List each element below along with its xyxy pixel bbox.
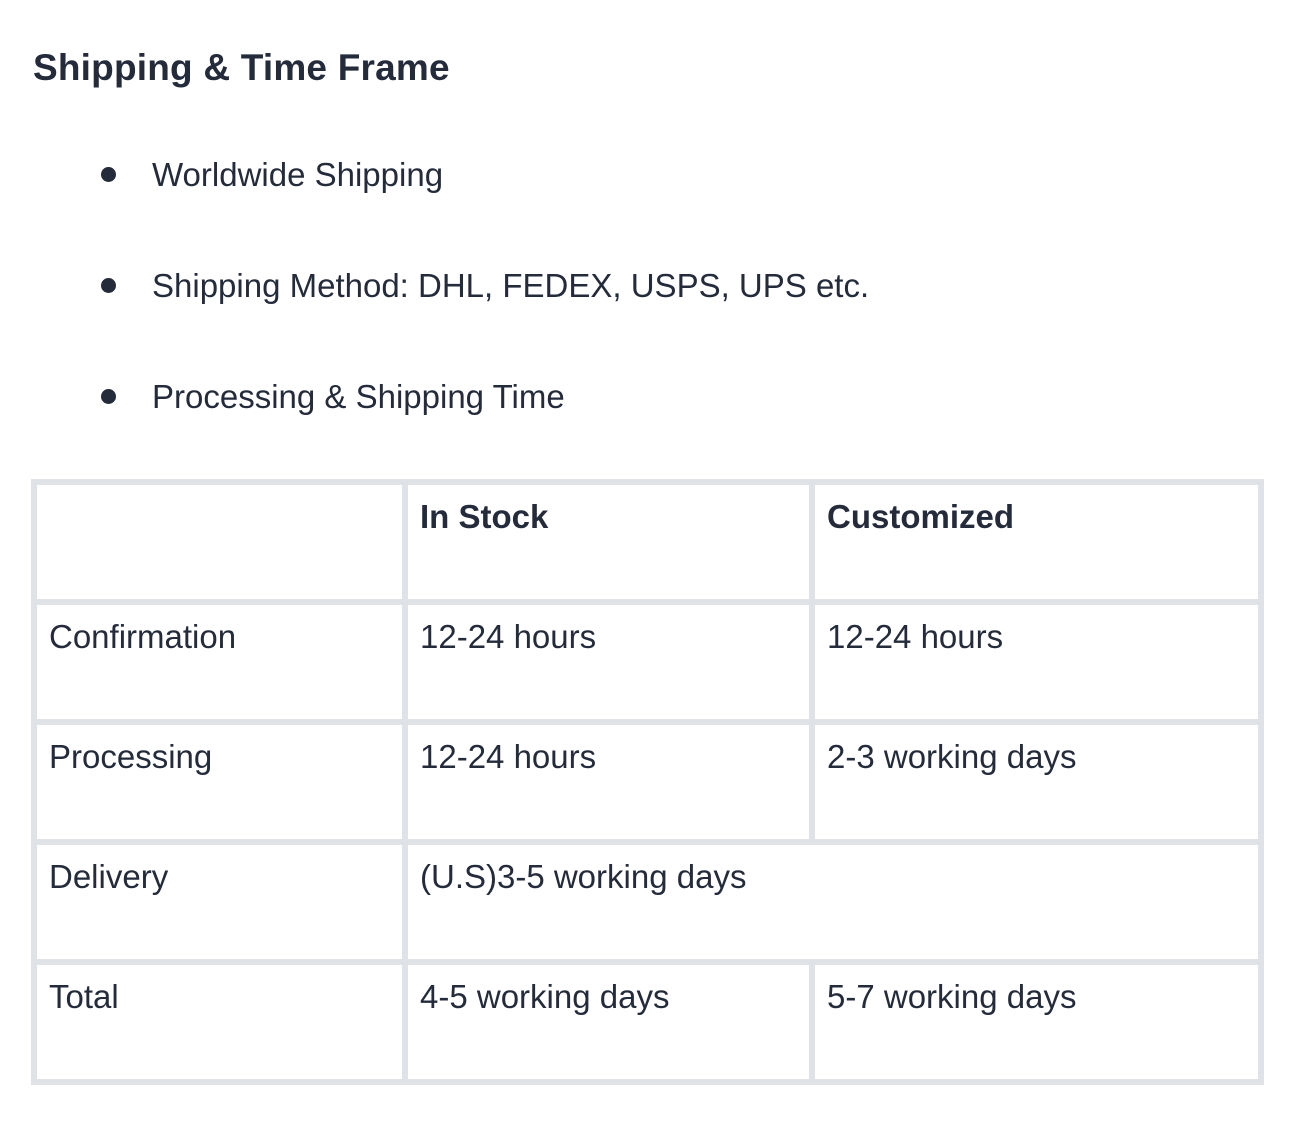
confirmation-in-stock-cell: 12-24 hours	[402, 599, 815, 726]
header-cell-in-stock: In Stock	[402, 479, 815, 606]
table-row-confirmation: Confirmation 12-24 hours 12-24 hours	[31, 599, 1264, 726]
delivery-combined-cell: (U.S)3-5 working days	[402, 839, 1264, 966]
header-cell-customized: Customized	[809, 479, 1264, 606]
delivery-label-cell: Delivery	[31, 839, 408, 966]
table-row-total: Total 4-5 working days 5-7 working days	[31, 959, 1264, 1086]
shipping-bullet-list: Worldwide Shipping Shipping Method: DHL,…	[0, 154, 1290, 417]
table-row-delivery: Delivery (U.S)3-5 working days	[31, 839, 1264, 966]
table-row-processing: Processing 12-24 hours 2-3 working days	[31, 719, 1264, 846]
bullet-shipping-method: Shipping Method: DHL, FEDEX, USPS, UPS e…	[0, 265, 1290, 306]
header-cell-empty	[31, 479, 408, 606]
total-customized-cell: 5-7 working days	[809, 959, 1264, 1086]
bullet-processing-shipping-time: Processing & Shipping Time	[0, 376, 1290, 417]
page-title: Shipping & Time Frame	[33, 47, 450, 88]
confirmation-customized-cell: 12-24 hours	[809, 599, 1264, 726]
shipping-time-table: In Stock Customized Confirmation 12-24 h…	[31, 479, 1264, 1086]
total-in-stock-cell: 4-5 working days	[402, 959, 815, 1086]
processing-label-cell: Processing	[31, 719, 408, 846]
total-label-cell: Total	[31, 959, 408, 1086]
table-header-row: In Stock Customized	[31, 479, 1264, 606]
processing-in-stock-cell: 12-24 hours	[402, 719, 815, 846]
bullet-worldwide-shipping: Worldwide Shipping	[0, 154, 1290, 195]
confirmation-label-cell: Confirmation	[31, 599, 408, 726]
processing-customized-cell: 2-3 working days	[809, 719, 1264, 846]
